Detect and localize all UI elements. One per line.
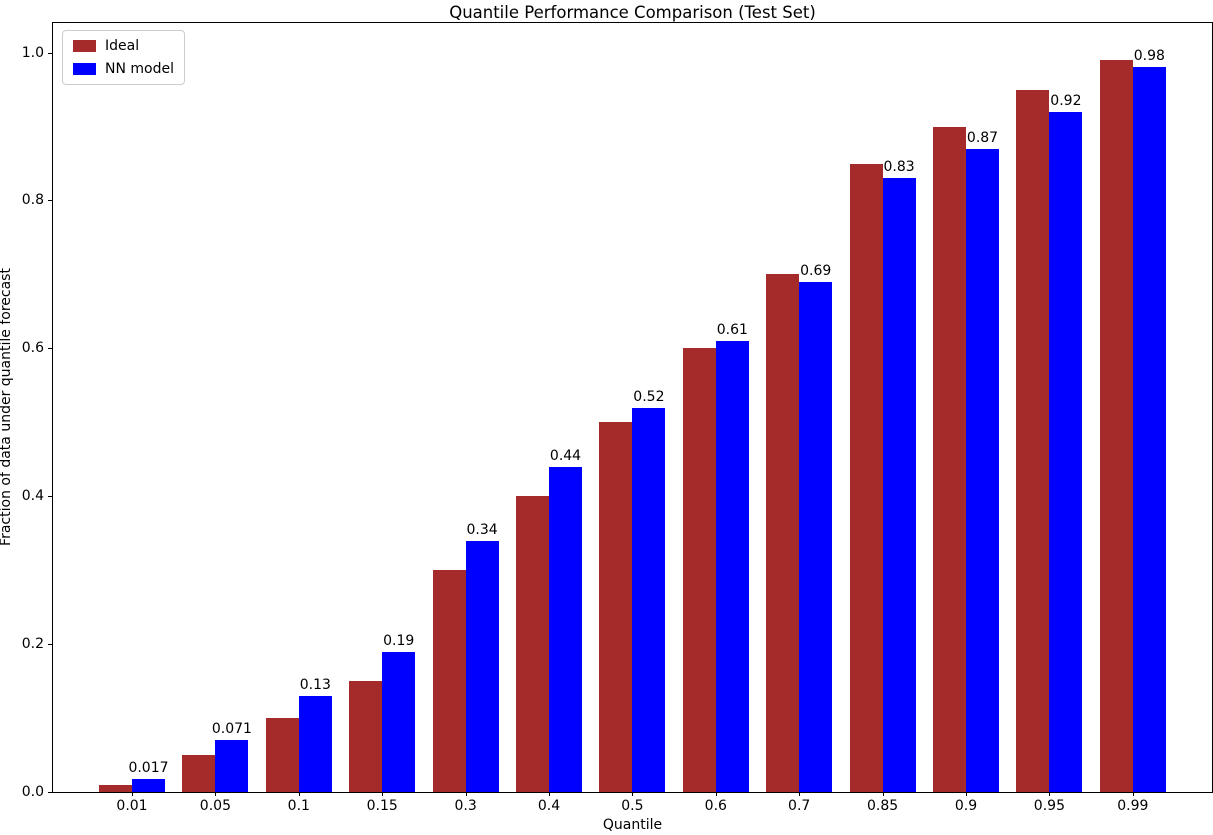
legend-item-ideal: Ideal	[73, 38, 174, 54]
y-tick	[48, 644, 52, 646]
bar-nn-0.6	[715, 340, 749, 792]
bar-ideal-0.6	[682, 348, 716, 792]
bar-ideal-0.99	[1099, 59, 1133, 792]
bar-value-label: 0.071	[211, 720, 252, 737]
x-tick	[465, 792, 467, 796]
x-tick	[966, 792, 967, 796]
x-tick-label: 0.9	[954, 798, 978, 814]
bar-value-label: 0.92	[1050, 92, 1082, 109]
legend-item-nn-model: NN model	[73, 61, 174, 77]
x-tick	[715, 792, 717, 796]
bar-value-label: 0.19	[383, 632, 415, 649]
bar-ideal-0.7	[766, 274, 800, 792]
y-tick	[48, 348, 52, 350]
bar-ideal-0.15	[349, 681, 383, 792]
y-tick	[48, 496, 52, 498]
bar-nn-0.15	[382, 651, 416, 792]
legend-label-ideal: Ideal	[105, 38, 140, 54]
legend-label-nn-model: NN model	[105, 61, 174, 77]
x-tick-label: 0.05	[199, 798, 231, 814]
y-tick-label: 0.4	[21, 488, 44, 505]
bar-value-label: 0.61	[716, 321, 748, 338]
bar-ideal-0.1	[265, 718, 299, 792]
y-tick-label: 0.2	[21, 636, 44, 653]
x-tick	[298, 792, 300, 796]
legend-swatch-nn-model	[73, 63, 96, 75]
bar-value-label: 0.017	[128, 760, 169, 777]
bar-ideal-0.85	[849, 163, 883, 792]
bar-nn-0.1	[298, 695, 332, 792]
x-tick-label: 0.6	[704, 798, 727, 814]
bar-value-label: 0.34	[466, 521, 498, 538]
chart-title: Quantile Performance Comparison (Test Se…	[449, 3, 816, 22]
y-tick-label: 0.0	[21, 784, 44, 800]
bar-value-label: 0.69	[800, 262, 832, 279]
x-tick	[1132, 792, 1134, 796]
bar-ideal-0.01	[99, 784, 132, 792]
x-tick-label: 0.7	[788, 798, 811, 814]
x-tick-label: 0.1	[287, 798, 310, 814]
y-tick-label: 1.0	[21, 44, 44, 61]
bar-ideal-0.95	[1016, 89, 1050, 792]
x-tick-label: 0.5	[621, 798, 644, 814]
bar-ideal-0.5	[599, 422, 633, 792]
y-tick	[48, 792, 52, 793]
y-tick-label: 0.8	[21, 192, 44, 209]
x-tick-label: 0.95	[1033, 798, 1065, 814]
bar-nn-0.85	[882, 178, 916, 792]
x-tick	[1049, 792, 1051, 796]
y-tick-label: 0.6	[21, 340, 44, 357]
x-tick-label: 0.3	[454, 798, 477, 814]
bar-value-label: 0.52	[633, 388, 665, 405]
x-tick	[882, 792, 884, 796]
x-tick	[549, 792, 550, 796]
legend: Ideal NN model	[62, 30, 185, 85]
x-tick-label: 0.15	[366, 798, 398, 814]
legend-swatch-ideal	[73, 40, 96, 52]
bar-nn-0.3	[465, 540, 499, 792]
bar-nn-0.5	[632, 407, 666, 792]
bar-nn-0.01	[132, 779, 165, 792]
bar-nn-0.7	[799, 281, 833, 792]
x-axis-label: Quantile	[602, 817, 663, 833]
bar-value-label: 0.44	[549, 447, 582, 464]
bar-nn-0.95	[1049, 111, 1083, 792]
bar-ideal-0.4	[516, 496, 549, 792]
y-tick	[48, 52, 52, 54]
bar-value-label: 0.83	[883, 159, 915, 176]
x-tick	[132, 792, 133, 796]
x-tick	[382, 792, 384, 796]
bar-nn-0.9	[966, 148, 999, 792]
x-tick	[632, 792, 634, 796]
bar-ideal-0.3	[432, 570, 466, 792]
bar-ideal-0.9	[933, 126, 966, 792]
bar-nn-0.05	[215, 739, 249, 792]
x-tick-label: 0.01	[116, 798, 148, 814]
x-tick-label: 0.99	[1117, 798, 1149, 814]
bar-value-label: 0.13	[299, 676, 331, 693]
bar-nn-0.4	[549, 466, 582, 792]
bar-value-label: 0.87	[966, 129, 999, 146]
bar-nn-0.99	[1132, 67, 1166, 792]
x-tick-label: 0.4	[537, 798, 561, 814]
x-tick	[215, 792, 217, 796]
y-tick	[48, 200, 52, 202]
bar-value-label: 0.98	[1133, 48, 1165, 65]
plot-area: Ideal NN model 0.017 0.071 0.13 0.19 0.34 0.4…	[52, 22, 1213, 793]
x-tick	[799, 792, 801, 796]
bar-ideal-0.05	[182, 755, 216, 792]
x-tick-label: 0.85	[867, 798, 899, 814]
